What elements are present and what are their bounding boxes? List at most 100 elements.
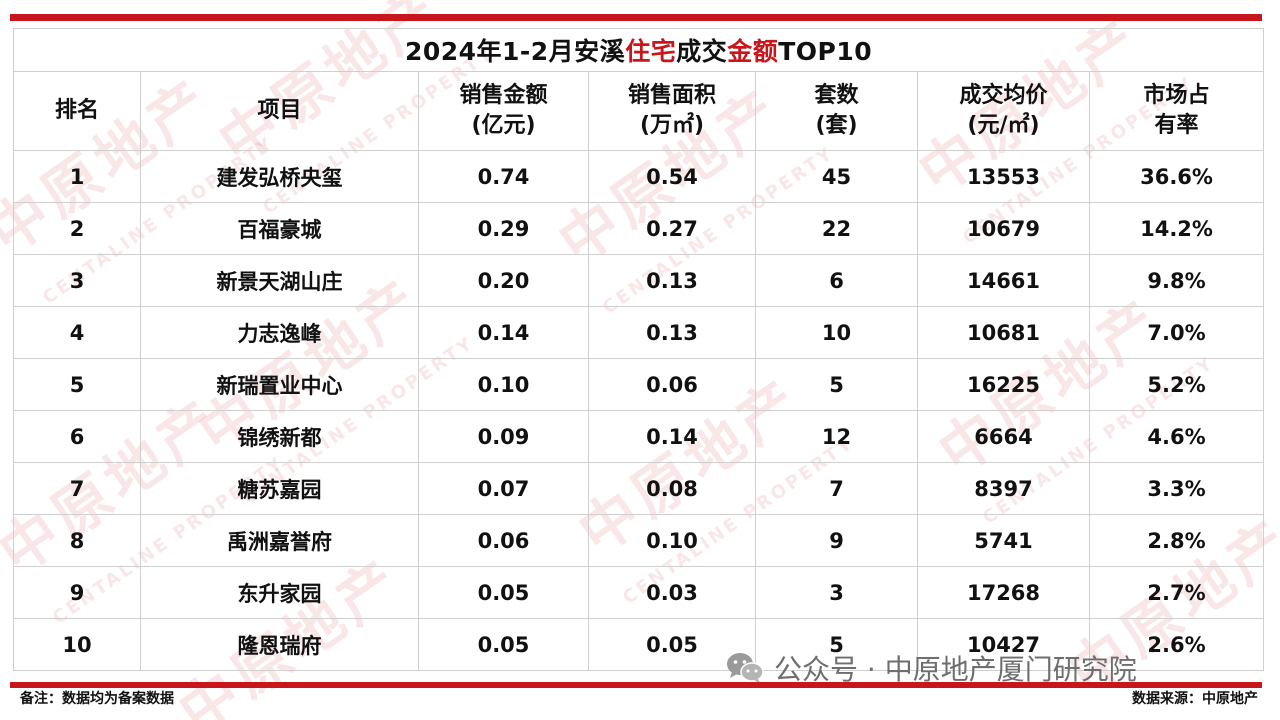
cell-amount: 0.05	[418, 618, 589, 671]
cell-amount: 0.05	[418, 566, 589, 619]
header-units-line1: 套数	[814, 83, 859, 108]
cell-share: 3.3%	[1088, 462, 1265, 515]
cell-share: 5.2%	[1088, 358, 1265, 411]
wechat-account-watermark: 公众号 · 中原地产厦门研究院	[726, 648, 1137, 688]
cell-units: 7	[755, 462, 918, 515]
cell-share: 2.8%	[1088, 514, 1265, 567]
cell-amount: 0.10	[418, 358, 589, 411]
cell-project: 糖苏嘉园	[140, 462, 419, 515]
table-row: 4 力志逸峰 0.14 0.13 10 10681 7.0%	[13, 306, 1265, 359]
header-share: 市场占 有率	[1088, 71, 1265, 151]
cell-area: 0.03	[588, 566, 756, 619]
cell-units: 45	[755, 150, 918, 203]
cell-project: 锦绣新都	[140, 410, 419, 463]
cell-price: 6664	[917, 410, 1090, 463]
header-area-line1: 销售面积	[627, 83, 716, 108]
header-amount: 销售金额 (亿元)	[418, 71, 589, 151]
cell-project: 东升家园	[140, 566, 419, 619]
table-row: 7 糖苏嘉园 0.07 0.08 7 8397 3.3%	[13, 462, 1265, 515]
cell-project: 新瑞置业中心	[140, 358, 419, 411]
wechat-icon	[726, 651, 764, 685]
table-title: 2024年1-2月安溪住宅成交金额TOP10	[12, 28, 1265, 72]
cell-amount: 0.74	[418, 150, 589, 203]
title-prefix: 2024年1-2月安溪	[404, 37, 626, 66]
cell-units: 9	[755, 514, 918, 567]
table-row: 8 禹洲嘉誉府 0.06 0.10 9 5741 2.8%	[13, 514, 1265, 567]
cell-price: 10427	[917, 618, 1090, 671]
cell-units: 22	[755, 202, 918, 255]
header-units: 套数 (套)	[755, 71, 918, 151]
table-row: 6 锦绣新都 0.09 0.14 12 6664 4.6%	[13, 410, 1265, 463]
table-row: 2 百福豪城 0.29 0.27 22 10679 14.2%	[13, 202, 1265, 255]
cell-area: 0.54	[588, 150, 756, 203]
cell-amount: 0.09	[418, 410, 589, 463]
cell-units: 12	[755, 410, 918, 463]
cell-project: 隆恩瑞府	[140, 618, 419, 671]
table-row: 1 建发弘桥央玺 0.74 0.54 45 13553 36.6%	[13, 150, 1265, 203]
header-share-line1: 市场占	[1143, 83, 1210, 108]
cell-price: 5741	[917, 514, 1090, 567]
cell-area: 0.13	[588, 254, 756, 307]
cell-price: 10679	[917, 202, 1090, 255]
cell-price: 16225	[917, 358, 1090, 411]
cell-share: 2.7%	[1088, 566, 1265, 619]
title-suffix: TOP10	[778, 37, 873, 66]
cell-rank: 4	[13, 306, 141, 359]
cell-area: 0.10	[588, 514, 756, 567]
cell-rank: 1	[13, 150, 141, 203]
header-price-line1: 成交均价	[959, 83, 1048, 108]
header-project: 项目	[140, 71, 419, 151]
cell-amount: 0.06	[418, 514, 589, 567]
title-highlight-amount: 金额	[727, 37, 779, 66]
cell-area: 0.14	[588, 410, 756, 463]
cell-project: 禹洲嘉誉府	[140, 514, 419, 567]
cell-area: 0.13	[588, 306, 756, 359]
table-row: 3 新景天湖山庄 0.20 0.13 6 14661 9.8%	[13, 254, 1265, 307]
cell-price: 13553	[917, 150, 1090, 203]
cell-rank: 7	[13, 462, 141, 515]
cell-area: 0.08	[588, 462, 756, 515]
header-amount-line2: (亿元)	[471, 113, 536, 138]
footnote: 备注：数据均为备案数据	[20, 691, 174, 707]
header-amount-line1: 销售金额	[459, 83, 548, 108]
cell-rank: 8	[13, 514, 141, 567]
cell-amount: 0.07	[418, 462, 589, 515]
cell-rank: 3	[13, 254, 141, 307]
title-highlight-residential: 住宅	[625, 37, 677, 66]
header-area: 销售面积 (万㎡)	[588, 71, 756, 151]
cell-rank: 10	[13, 618, 141, 671]
cell-share: 36.6%	[1088, 150, 1265, 203]
cell-price: 8397	[917, 462, 1090, 515]
cell-units: 5	[755, 358, 918, 411]
cell-units: 5	[755, 618, 918, 671]
cell-project: 建发弘桥央玺	[140, 150, 419, 203]
cell-share: 14.2%	[1088, 202, 1265, 255]
cell-units: 6	[755, 254, 918, 307]
cell-price: 14661	[917, 254, 1090, 307]
cell-share: 7.0%	[1088, 306, 1265, 359]
cell-area: 0.06	[588, 358, 756, 411]
table-row: 9 东升家园 0.05 0.03 3 17268 2.7%	[13, 566, 1265, 619]
cell-rank: 2	[13, 202, 141, 255]
header-units-line2: (套)	[815, 113, 858, 138]
cell-amount: 0.29	[418, 202, 589, 255]
cell-units: 3	[755, 566, 918, 619]
data-source: 数据来源：中原地产	[1132, 691, 1258, 707]
cell-project: 百福豪城	[140, 202, 419, 255]
cell-amount: 0.20	[418, 254, 589, 307]
cell-project: 新景天湖山庄	[140, 254, 419, 307]
table-row: 10 隆恩瑞府 0.05 0.05 5 10427 2.6%	[13, 618, 1265, 671]
cell-project: 力志逸峰	[140, 306, 419, 359]
ranking-table: 2024年1-2月安溪住宅成交金额TOP10 排名 项目 销售金额 (亿元) 销…	[12, 28, 1265, 671]
cell-rank: 5	[13, 358, 141, 411]
bottom-accent-bar	[10, 682, 1262, 688]
header-area-line2: (万㎡)	[639, 113, 705, 138]
header-price: 成交均价 (元/㎡)	[917, 71, 1090, 151]
table-row: 5 新瑞置业中心 0.10 0.06 5 16225 5.2%	[13, 358, 1265, 411]
cell-area: 0.27	[588, 202, 756, 255]
top-accent-bar	[10, 14, 1262, 21]
header-share-line2: 有率	[1154, 113, 1199, 138]
header-rank: 排名	[13, 71, 141, 151]
title-mid: 成交	[676, 37, 728, 66]
cell-share: 4.6%	[1088, 410, 1265, 463]
